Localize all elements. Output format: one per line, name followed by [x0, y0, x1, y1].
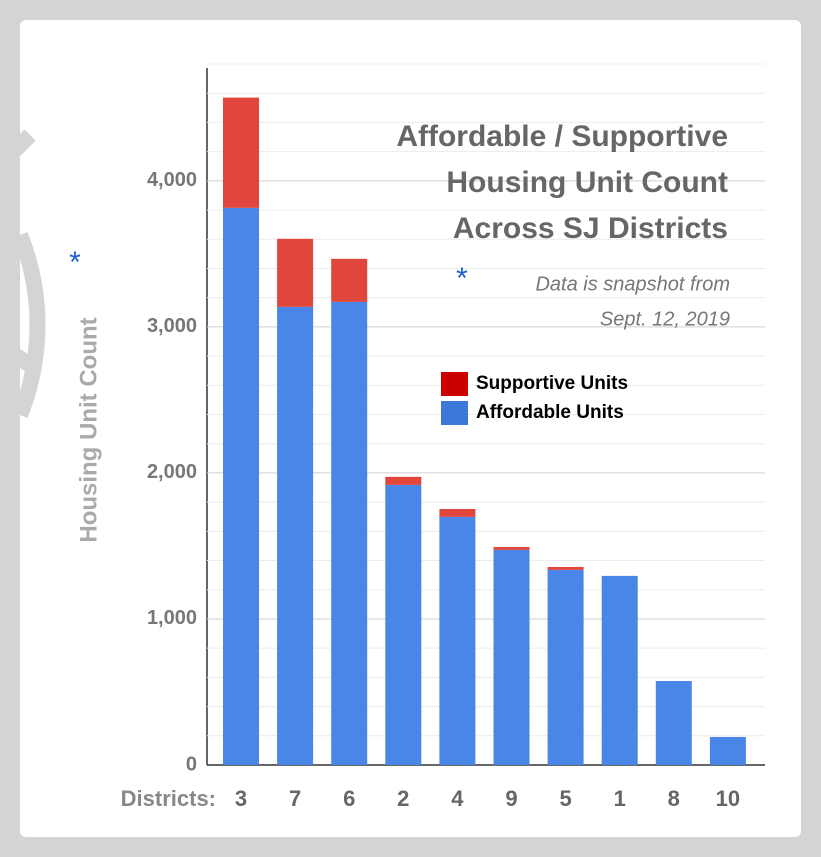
x-tick-label: 10: [716, 786, 740, 811]
x-tick-label: 3: [235, 786, 247, 811]
bar-segment: [493, 546, 530, 550]
x-tick-label: 8: [668, 786, 680, 811]
legend-swatch: [441, 372, 468, 396]
chart-title: Housing Unit Count: [446, 166, 728, 199]
bar-segment: [277, 238, 314, 307]
bar-segment: [493, 549, 530, 765]
y-tick-label: 4,000: [147, 169, 197, 191]
bar-segment: [223, 207, 259, 765]
bar-segment: [385, 476, 422, 485]
bar-segment: [331, 258, 368, 302]
y-tick-label: 3,000: [147, 315, 197, 337]
annotation-marker: *: [456, 262, 468, 295]
x-tick-label: 1: [614, 786, 626, 811]
y-label-marker: *: [69, 246, 81, 279]
chart-title: Affordable / Supportive: [396, 120, 728, 153]
y-tick-label: 1,000: [147, 607, 197, 629]
bar-segment: [331, 301, 368, 765]
x-tick-label: 6: [343, 786, 355, 811]
bar-segment: [439, 508, 476, 517]
decoration: [0, 129, 46, 418]
bar-segment: [655, 681, 692, 765]
bar-segment: [601, 575, 638, 765]
annotation: Data is snapshot from: [535, 273, 730, 295]
bar-segment: [547, 569, 584, 765]
bar-segment: [439, 516, 476, 765]
y-axis-label: Housing Unit Count: [75, 317, 102, 542]
legend-label: Affordable Units: [476, 402, 624, 423]
x-tick-label: 5: [559, 786, 571, 811]
y-tick-label: 0: [186, 753, 197, 775]
legend-label: Supportive Units: [476, 373, 628, 394]
bar-segment: [709, 736, 746, 765]
y-tick-label: 2,000: [147, 461, 197, 483]
x-tick-label: 4: [451, 786, 464, 811]
bar-segment: [547, 566, 584, 570]
x-tick-label: 7: [289, 786, 301, 811]
legend-swatch: [441, 401, 468, 425]
x-tick-label: 9: [505, 786, 517, 811]
annotation: Sept. 12, 2019: [600, 308, 730, 330]
chart-title: Across SJ Districts: [453, 212, 728, 245]
bar-segment: [385, 484, 422, 765]
x-axis-label: Districts:: [121, 786, 216, 811]
x-tick-label: 2: [397, 786, 409, 811]
bar-segment: [277, 306, 314, 765]
bar-segment: [223, 97, 259, 208]
